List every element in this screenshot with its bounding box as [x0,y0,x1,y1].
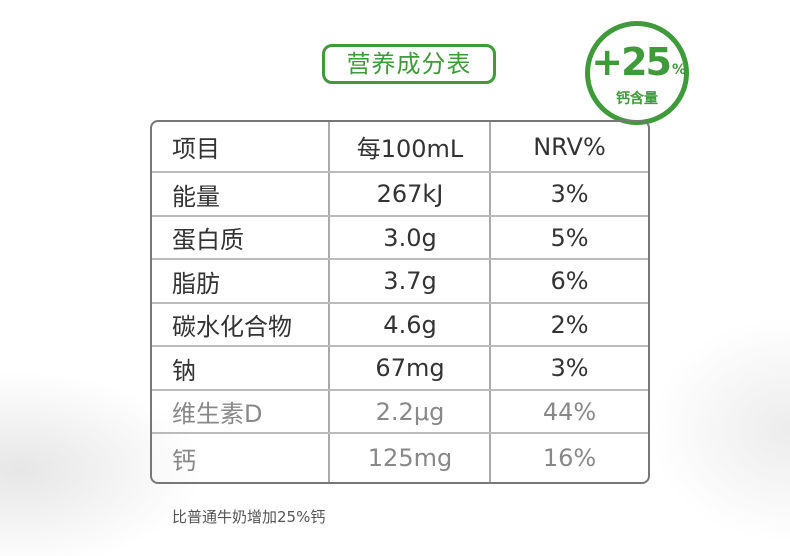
header-row: 项目 每100mL NRV% [152,122,648,173]
cell: 5% [550,223,589,252]
footnote: 比普通牛奶增加25%钙 [172,508,326,526]
cell: 钠 [172,356,196,385]
cell: 3.7g [383,267,437,295]
table-row: 钙 125mg 16% [152,434,648,482]
table-row: 蛋白质 3.0g 5% [152,217,648,260]
cell: 3.0g [383,223,437,252]
cell: 能量 [172,182,220,211]
cell: 16% [542,444,597,472]
cell: 2.2μg [375,397,445,426]
table-row: 碳水化合物 4.6g 2% [152,304,648,347]
cell: 2% [550,310,589,339]
nutrition-table: 项目 每100mL NRV% 能量 267kJ 3% 蛋白质 3.0g 5% 脂肪 3.7g 6% 碳水… [150,120,650,484]
badge-label: 钙含量 [616,91,658,107]
badge-value: +25 [591,40,672,84]
table-row: 维生素D 2.2μg 44% [152,391,648,434]
cell: 44% [542,397,597,426]
cell: 蛋白质 [172,226,244,254]
cell: 267kJ [376,180,444,208]
cell: NRV% [533,132,606,161]
cell: 125mg [367,444,453,472]
badge: +25 % 钙含量 [585,21,689,125]
cell: 碳水化合物 [172,313,292,341]
table-row: 钠 67mg 3% [152,347,648,391]
cell: 脂肪 [172,269,220,298]
cell: 钙 [172,446,196,475]
table-row: 能量 267kJ 3% [152,173,648,217]
table-row: 脂肪 3.7g 6% [152,260,648,304]
cell: 维生素D [172,400,263,428]
cell: 67mg [375,354,445,382]
cell: 每100mL [356,135,464,163]
cell: 4.6g [383,310,437,339]
cell: 6% [550,267,589,295]
cell: 3% [550,180,589,208]
cell: 3% [550,354,589,382]
cell: 项目 [172,135,220,163]
title: 营养成分表 [322,44,496,84]
badge-unit: % [672,62,687,78]
